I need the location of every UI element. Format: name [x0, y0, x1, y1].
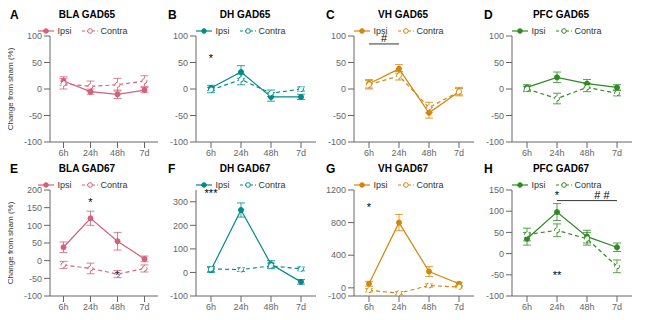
- svg-text:#: #: [381, 32, 388, 44]
- svg-text:7d: 7d: [296, 302, 306, 312]
- svg-text:100: 100: [173, 31, 188, 41]
- svg-text:200: 200: [173, 221, 188, 231]
- svg-text:7d: 7d: [612, 148, 622, 158]
- svg-text:-50: -50: [175, 111, 188, 121]
- svg-text:100: 100: [173, 244, 188, 254]
- svg-text:6h: 6h: [58, 302, 68, 312]
- svg-text:50: 50: [336, 58, 346, 68]
- svg-text:24h: 24h: [83, 302, 98, 312]
- svg-text:200: 200: [27, 185, 42, 195]
- svg-text:0: 0: [341, 283, 346, 293]
- svg-text:24h: 24h: [233, 148, 248, 158]
- svg-text:7d: 7d: [139, 302, 149, 312]
- svg-text:50: 50: [494, 58, 504, 68]
- svg-text:0: 0: [341, 84, 346, 94]
- svg-text:-100: -100: [328, 137, 346, 147]
- svg-text:6h: 6h: [206, 148, 216, 158]
- svg-text:48h: 48h: [579, 302, 594, 312]
- svg-text:-50: -50: [491, 270, 504, 280]
- svg-text:*: *: [555, 189, 560, 201]
- svg-text:48h: 48h: [263, 148, 278, 158]
- svg-text:24h: 24h: [83, 148, 98, 158]
- svg-text:7d: 7d: [454, 302, 464, 312]
- svg-text:-50: -50: [333, 111, 346, 121]
- svg-text:0: 0: [37, 84, 42, 94]
- svg-text:150: 150: [27, 203, 42, 213]
- svg-text:100: 100: [489, 206, 504, 216]
- svg-text:-50: -50: [29, 111, 42, 121]
- svg-text:7d: 7d: [139, 148, 149, 158]
- svg-text:0: 0: [499, 249, 504, 259]
- svg-text:800: 800: [331, 218, 346, 228]
- svg-text:-50: -50: [29, 274, 42, 284]
- svg-text:1200: 1200: [326, 185, 346, 195]
- svg-text:6h: 6h: [364, 302, 374, 312]
- svg-text:-100: -100: [170, 291, 188, 301]
- svg-text:0: 0: [183, 84, 188, 94]
- svg-text:-100: -100: [24, 137, 42, 147]
- svg-text:50: 50: [32, 238, 42, 248]
- svg-text:-100: -100: [486, 291, 504, 301]
- svg-text:0: 0: [183, 268, 188, 278]
- svg-text:24h: 24h: [549, 302, 564, 312]
- svg-text:*: *: [209, 52, 214, 64]
- svg-text:24h: 24h: [391, 302, 406, 312]
- svg-text:50: 50: [494, 228, 504, 238]
- svg-text:-50: -50: [491, 111, 504, 121]
- svg-text:50: 50: [178, 58, 188, 68]
- svg-text:6h: 6h: [364, 148, 374, 158]
- svg-text:7d: 7d: [612, 302, 622, 312]
- svg-text:*: *: [88, 196, 93, 208]
- svg-text:# #: # #: [594, 189, 610, 201]
- svg-text:150: 150: [489, 185, 504, 195]
- svg-text:100: 100: [27, 221, 42, 231]
- svg-text:0: 0: [37, 256, 42, 266]
- svg-text:**: **: [553, 269, 562, 281]
- svg-text:50: 50: [32, 58, 42, 68]
- svg-text:48h: 48h: [110, 148, 125, 158]
- svg-text:-100: -100: [486, 137, 504, 147]
- svg-text:-100: -100: [170, 137, 188, 147]
- svg-text:6h: 6h: [522, 148, 532, 158]
- svg-text:Change from sham (%): Change from sham (%): [8, 201, 15, 284]
- svg-text:400: 400: [331, 250, 346, 260]
- svg-text:48h: 48h: [110, 302, 125, 312]
- svg-text:-100: -100: [24, 291, 42, 301]
- svg-text:Change from sham (%): Change from sham (%): [8, 47, 15, 130]
- svg-text:100: 100: [489, 31, 504, 41]
- svg-text:6h: 6h: [58, 148, 68, 158]
- svg-text:48h: 48h: [421, 302, 436, 312]
- svg-text:7d: 7d: [296, 148, 306, 158]
- svg-text:300: 300: [173, 197, 188, 207]
- svg-text:***: ***: [205, 187, 219, 199]
- svg-text:6h: 6h: [522, 302, 532, 312]
- svg-text:100: 100: [331, 31, 346, 41]
- svg-text:24h: 24h: [549, 148, 564, 158]
- svg-text:0: 0: [499, 84, 504, 94]
- svg-text:24h: 24h: [391, 148, 406, 158]
- svg-text:48h: 48h: [421, 148, 436, 158]
- svg-text:7d: 7d: [454, 148, 464, 158]
- svg-text:100: 100: [27, 31, 42, 41]
- svg-text:*: *: [115, 269, 120, 281]
- svg-text:24h: 24h: [233, 302, 248, 312]
- svg-text:48h: 48h: [263, 302, 278, 312]
- svg-text:48h: 48h: [579, 148, 594, 158]
- svg-text:*: *: [367, 201, 372, 213]
- svg-text:6h: 6h: [206, 302, 216, 312]
